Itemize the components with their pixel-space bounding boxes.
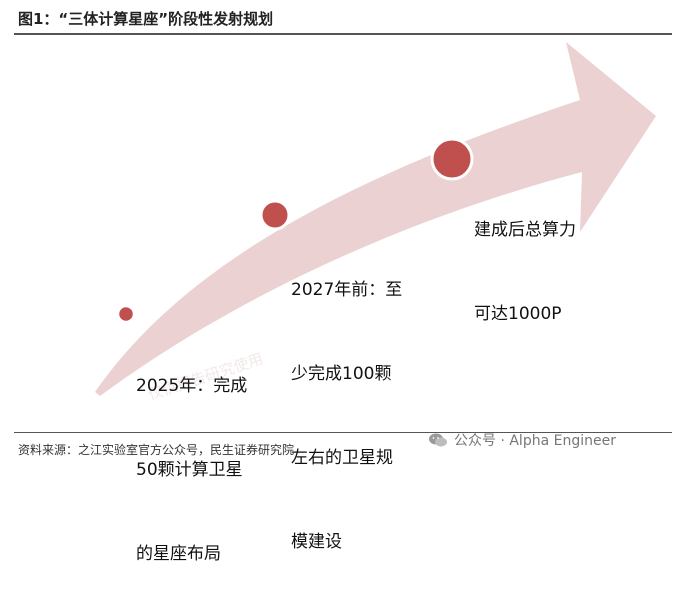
figure-title: 图1：“三体计算星座”阶段性发射规划 xyxy=(18,10,274,28)
stage-2027-line-3: 左右的卫星规 xyxy=(291,448,393,468)
stage-2025-line-2: 50颗计算卫星 xyxy=(136,460,243,480)
milestone-node-2025 xyxy=(116,304,136,324)
stage-2027-line-2: 少完成100颗 xyxy=(291,364,392,384)
curved-arrow xyxy=(95,42,656,396)
stage-final-line-2: 可达1000P xyxy=(474,304,562,324)
stage-2027-label: 2027年前：至 少完成100颗 左右的卫星规 模建设 xyxy=(291,220,402,584)
wechat-account-text: 公众号 · Alpha Engineer xyxy=(454,433,616,449)
stage-2027-line-4: 模建设 xyxy=(291,532,342,552)
bottom-divider xyxy=(14,432,672,433)
watermark-text: 仅供报告研究使用 xyxy=(306,62,426,116)
stage-final-label: 建成后总算力 可达1000P xyxy=(474,160,576,356)
stage-final-line-1: 建成后总算力 xyxy=(474,220,576,240)
stage-2025-line-3: 的星座布局 xyxy=(136,544,221,564)
milestone-node-final xyxy=(430,137,474,181)
milestone-node-2027 xyxy=(259,199,291,231)
growth-arrow-diagram: 仅供报告研究使用 仅供报告研究使用 xyxy=(95,42,656,404)
stage-2025-line-1: 2025年：完成 xyxy=(136,376,248,396)
stage-2027-line-1: 2027年前：至 xyxy=(291,280,403,300)
wechat-icon xyxy=(429,433,447,447)
source-note: 资料来源：之江实验室官方公众号，民生证券研究院 xyxy=(18,443,295,457)
top-divider xyxy=(14,33,672,35)
wechat-account-label: 公众号 · Alpha Engineer xyxy=(428,430,616,450)
